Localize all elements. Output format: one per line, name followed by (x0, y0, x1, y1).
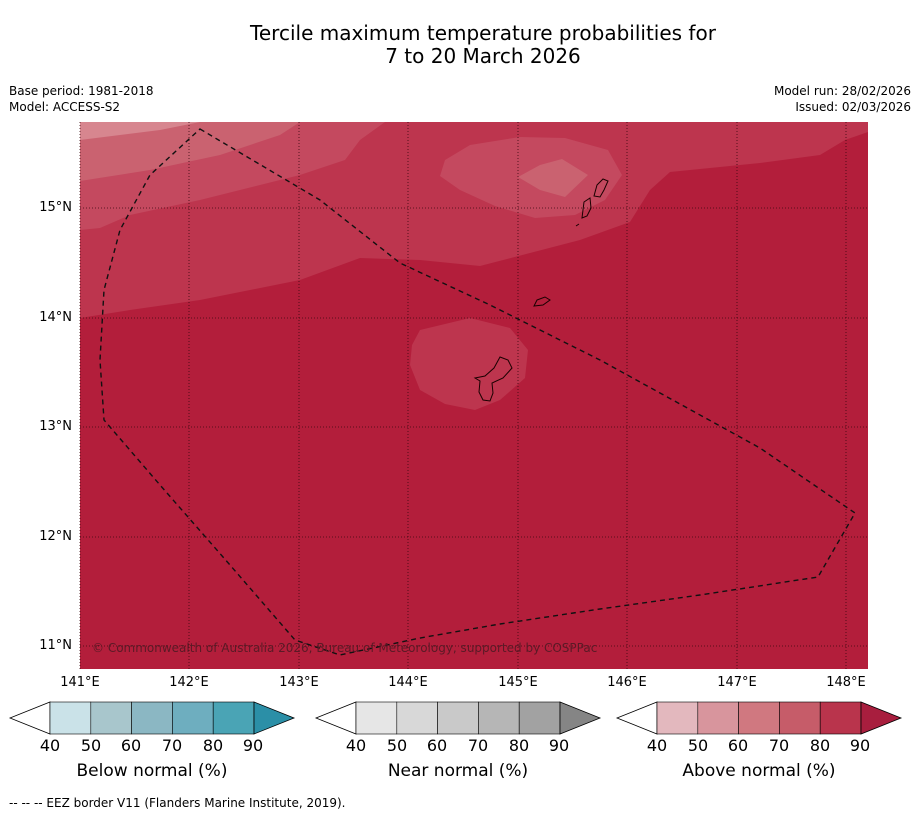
colorbar-segment (819, 701, 862, 735)
near-tick-40: 40 (345, 736, 367, 755)
colorbar-segment (478, 701, 520, 735)
below-tick-50: 50 (80, 736, 102, 755)
colorbar-segment (90, 701, 132, 735)
colorbar-over-triangle (253, 701, 296, 735)
above-tick-50: 50 (687, 736, 709, 755)
colorbar-segment (172, 701, 214, 735)
copyright-notice: © Commonwealth of Australia 2026, Bureau… (92, 641, 598, 655)
near-tick-70: 70 (467, 736, 489, 755)
guam-outline (473, 356, 513, 402)
model-run: Model run: 28/02/2026 (773, 84, 911, 98)
near-tick-80: 80 (508, 736, 530, 755)
colorbar-segment (355, 701, 398, 735)
above-tick-80: 80 (809, 736, 831, 755)
above-normal-label: Above normal (%) (682, 761, 836, 781)
eez-footnote: -- -- -- EEZ border V11 (Flanders Marine… (9, 796, 346, 810)
near-normal-label: Near normal (%) (387, 761, 529, 781)
shade-50-60 (80, 122, 300, 181)
meta-left: Base period: 1981-2018 Model: ACCESS-S2 (9, 83, 154, 115)
graticule (79, 122, 868, 669)
title-line-2: 7 to 20 March 2026 (385, 44, 581, 68)
colorbar-segment (131, 701, 173, 735)
rota-outline (533, 296, 551, 307)
lon-label-145e: 145°E (498, 675, 538, 690)
colorbar-above-normal (615, 701, 903, 735)
lon-label-143e: 143°E (279, 675, 319, 690)
lon-label-144e: 144°E (388, 675, 428, 690)
shade-50-60-north (518, 159, 588, 197)
colorbar-segment (212, 701, 255, 735)
above-tick-90: 90 (849, 736, 871, 755)
colorbar-below-segments (8, 701, 296, 735)
near-tick-90: 90 (548, 736, 570, 755)
near-tick-60: 60 (426, 736, 448, 755)
lat-label-11n: 11°N (39, 638, 72, 653)
lon-label-146e: 146°E (607, 675, 647, 690)
colorbar-segment (656, 701, 699, 735)
colorbar-near-segments (314, 701, 602, 735)
below-tick-60: 60 (120, 736, 142, 755)
lat-label-13n: 13°N (39, 419, 72, 434)
below-tick-90: 90 (242, 736, 264, 755)
lon-label-147e: 147°E (717, 675, 757, 690)
colorbar-segment (518, 701, 561, 735)
colorbar-under-triangle (314, 701, 357, 735)
colorbar-over-triangle (860, 701, 903, 735)
colorbar-above-segments (615, 701, 903, 735)
above-tick-40: 40 (646, 736, 668, 755)
aguijan-outline (575, 223, 580, 227)
below-tick-80: 80 (202, 736, 224, 755)
lon-label-142e: 142°E (169, 675, 209, 690)
colorbar-segment (697, 701, 739, 735)
colorbar-segment (437, 701, 479, 735)
colorbar-segment (779, 701, 821, 735)
lat-label-15n: 15°N (39, 200, 72, 215)
base-period: Base period: 1981-2018 (9, 84, 154, 98)
title-line-1: Tercile maximum temperature probabilitie… (250, 21, 716, 45)
near-tick-50: 50 (386, 736, 408, 755)
colorbar-under-triangle (615, 701, 658, 735)
model-name: Model: ACCESS-S2 (9, 100, 121, 114)
chart-title: Tercile maximum temperature probabilitie… (0, 22, 919, 68)
tinian-outline (581, 197, 592, 219)
above-tick-60: 60 (727, 736, 749, 755)
shade-70-80-guam (410, 318, 528, 410)
colorbar-segment (49, 701, 92, 735)
colorbar-over-triangle (559, 701, 602, 735)
lon-label-148e: 148°E (826, 675, 866, 690)
islands (473, 178, 609, 402)
lat-label-14n: 14°N (39, 310, 72, 325)
colorbar-segment (396, 701, 438, 735)
below-normal-label: Below normal (%) (76, 761, 228, 781)
meta-right: Model run: 28/02/2026 Issued: 02/03/2026 (774, 83, 911, 115)
colorbar-near-normal (314, 701, 602, 735)
eez-border (99, 128, 856, 656)
shade-40-50 (80, 122, 200, 140)
colorbar-under-triangle (8, 701, 51, 735)
colorbar-below-normal (8, 701, 296, 735)
saipan-outline (593, 178, 609, 198)
lat-label-12n: 12°N (39, 529, 72, 544)
above-tick-70: 70 (768, 736, 790, 755)
below-tick-40: 40 (39, 736, 61, 755)
issued-date: Issued: 02/03/2026 (795, 100, 911, 114)
below-tick-70: 70 (161, 736, 183, 755)
lon-label-141e: 141°E (60, 675, 100, 690)
colorbar-segment (738, 701, 780, 735)
